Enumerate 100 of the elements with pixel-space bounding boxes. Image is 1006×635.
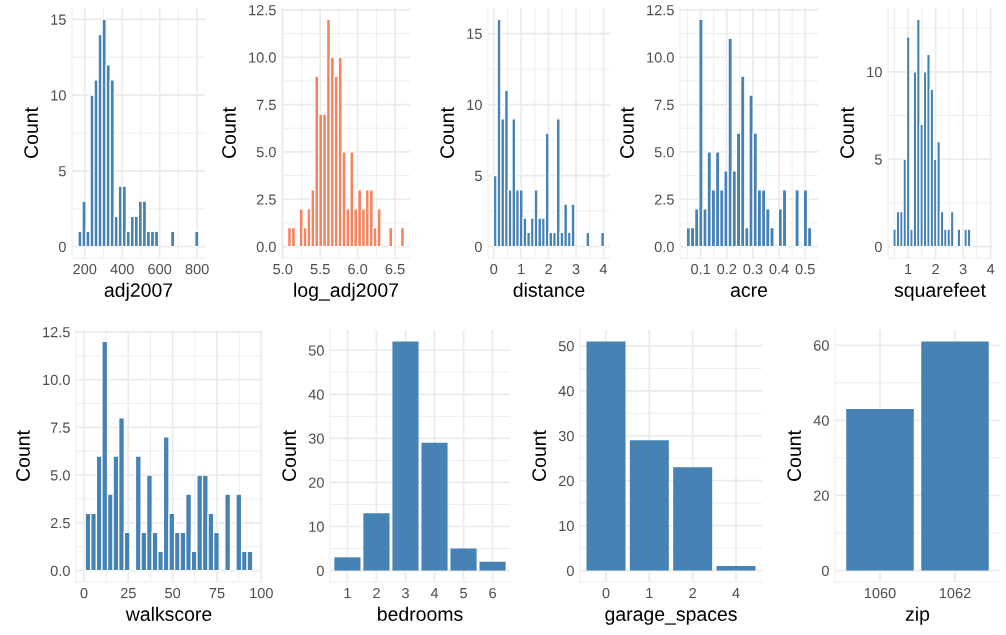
x-tick-label: 4 [732,588,740,599]
y-tick-label: 0.0 [654,241,674,253]
x-axis-title: squarefeet [894,282,986,301]
y-tick-label: 30 [308,433,324,444]
x-axis-title: garage_spaces [605,610,737,625]
x-tick-label: 0.3 [743,263,763,275]
x-tick-label: 75 [209,588,225,599]
x-tick-label: 1060 [864,587,896,599]
bar [716,566,756,571]
y-tick-label: 60 [813,340,829,351]
x-tick-label: 6.5 [385,263,405,275]
y-tick-label: 10 [467,99,482,111]
x-tick-label: 6 [489,587,496,599]
x-tick-label: 2 [932,263,939,275]
y-tick-label: 7.5 [654,99,674,111]
x-tick-label: 100 [250,587,273,599]
y-tick-label: 30 [558,430,574,442]
x-axis-title: zip [905,606,930,625]
bar [673,467,713,571]
bar [479,561,506,571]
y-tick-label: 10 [51,90,66,101]
y-tick-label: 10.0 [647,52,674,63]
y-tick-label: 5.0 [50,470,70,481]
x-tick-label: 600 [148,263,172,275]
y-tick-label: 0 [316,565,324,576]
x-tick-label: 0 [490,263,498,275]
y-tick-label: 10.0 [249,52,276,63]
y-axis-title: Count [440,107,455,158]
y-tick-label: 40 [813,415,829,426]
y-tick-label: 10 [309,521,324,532]
y-tick-label: 0 [474,241,482,253]
y-axis-title: Count [282,430,297,481]
y-tick-label: 12.5 [647,4,674,16]
y-tick-label: 7.5 [256,99,276,111]
bar [629,440,669,571]
x-axis-title: distance [513,282,585,297]
bar [421,442,448,571]
y-tick-label: 12.5 [249,4,276,16]
y-tick-label: 5 [58,166,66,177]
x-tick-label: 2 [689,587,696,599]
bar [586,341,626,571]
bar [363,513,390,571]
x-tick-label: 1 [905,264,912,275]
y-tick-label: 50 [558,341,574,352]
y-tick-label: 12.5 [43,327,70,338]
x-axis-title: acre [730,286,768,297]
y-tick-label: 20 [813,490,829,501]
x-tick-label: 5.5 [310,264,330,275]
bar [450,548,477,571]
y-tick-label: 10.0 [43,374,70,386]
bar [334,557,361,571]
x-tick-label: 0.2 [717,263,737,275]
x-tick-label: 3 [572,263,580,275]
y-tick-label: 5 [474,170,482,182]
y-tick-label: 5.0 [654,147,674,158]
bar [392,341,419,571]
x-tick-label: 0.4 [769,263,789,275]
x-tick-label: 6.0 [348,263,368,275]
x-tick-label: 5.0 [273,263,293,275]
x-tick-label: 4 [599,264,608,275]
x-tick-label: 4 [430,588,439,599]
y-axis-title: Count [787,430,802,481]
y-axis-title: Count [24,107,39,158]
x-tick-label: 0 [602,587,610,599]
x-tick-label: 400 [110,263,134,275]
x-tick-label: 25 [120,587,136,599]
x-tick-label: 0.1 [691,263,711,275]
y-tick-label: 0 [874,241,882,253]
y-tick-label: 20 [308,477,324,488]
y-tick-label: 20 [558,475,574,487]
x-axis-title: walkscore [125,606,212,621]
y-tick-label: 15 [51,14,66,25]
y-tick-label: 2.5 [256,194,276,205]
y-tick-label: 0 [566,565,574,576]
y-tick-label: 10 [559,520,574,532]
y-tick-label: 40 [558,385,574,397]
y-tick-label: 0 [821,565,829,576]
y-tick-label: 15 [467,28,482,39]
x-axis-title: log_adj2007 [294,282,399,301]
y-tick-label: 0.0 [256,241,276,253]
x-tick-label: 3 [959,263,967,275]
x-tick-label: 800 [185,263,209,275]
x-tick-label: 1 [518,264,525,275]
x-tick-label: 200 [73,263,97,275]
x-tick-label: 4 [986,264,995,275]
y-tick-label: 5 [874,154,882,165]
x-axis-title: bedrooms [378,606,463,621]
x-tick-label: 3 [401,587,409,599]
y-tick-label: 50 [308,345,324,356]
y-tick-label: 0.0 [50,565,70,576]
x-tick-label: 50 [165,587,181,599]
y-axis-title: Count [222,107,236,158]
x-tick-label: 2 [545,263,552,275]
x-tick-label: 5 [460,588,467,599]
x-tick-label: 1062 [939,587,971,599]
y-axis-title: Count [620,107,634,158]
y-tick-label: 40 [308,389,324,400]
y-tick-label: 2.5 [50,517,70,529]
y-axis-title: Count [532,430,547,481]
x-tick-label: 0 [80,587,88,599]
